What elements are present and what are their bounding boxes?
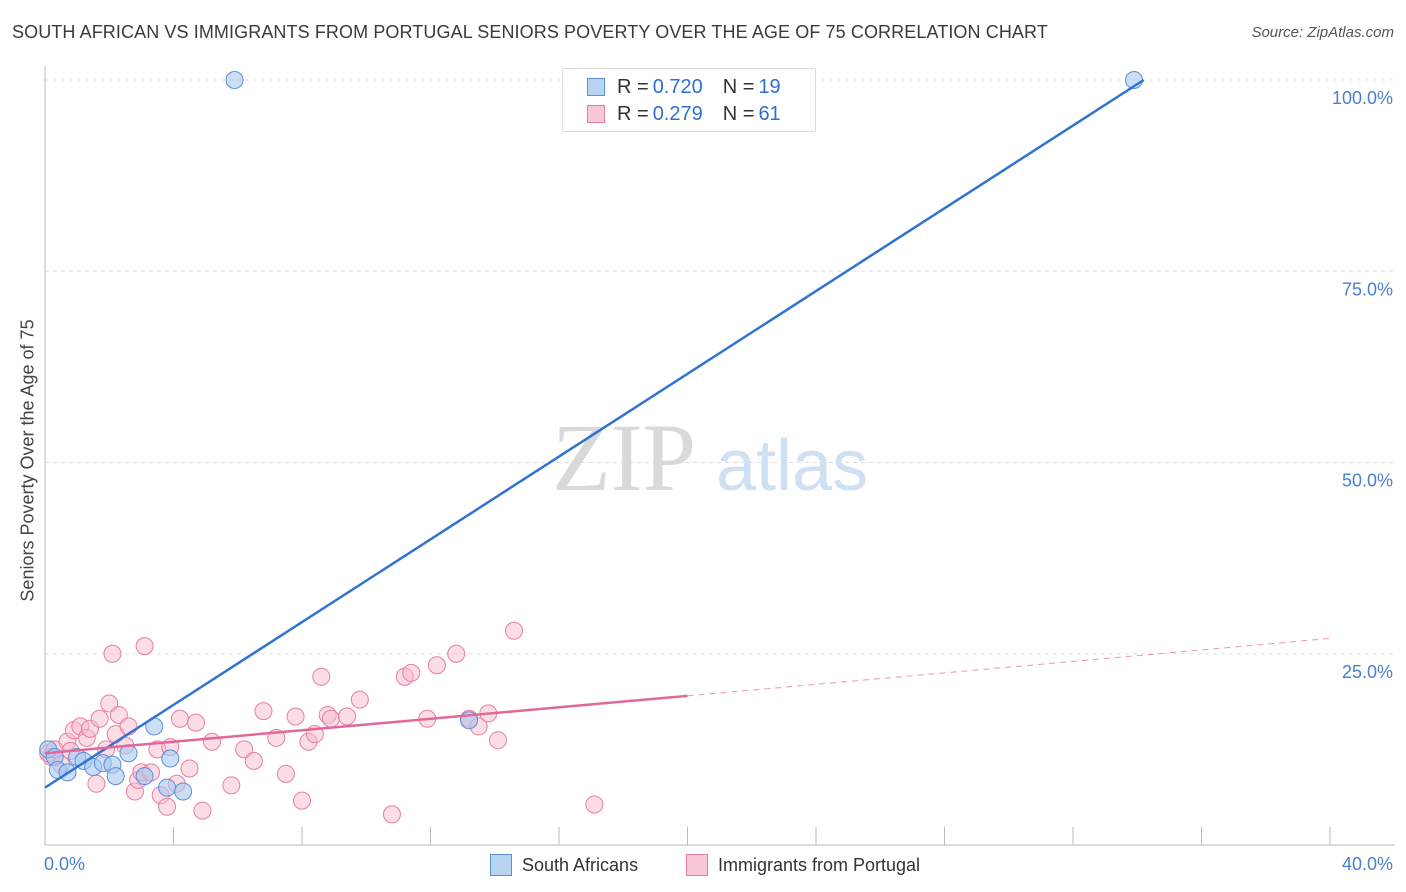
data-point-portugal xyxy=(321,709,340,728)
trend-lines xyxy=(44,78,1331,789)
data-point-south-african xyxy=(161,749,180,768)
data-point-portugal xyxy=(488,731,507,750)
data-point-portugal xyxy=(109,705,128,724)
trend-line-south-africans xyxy=(44,78,1145,789)
watermark-zip: ZIP xyxy=(552,404,696,511)
data-point-portugal xyxy=(505,621,524,640)
data-point-portugal xyxy=(87,774,106,793)
bottom-legend-label: South Africans xyxy=(522,854,639,875)
data-point-portugal xyxy=(90,709,109,728)
data-point-south-african xyxy=(174,782,193,801)
data-point-portugal xyxy=(254,702,273,721)
data-point-south-african xyxy=(158,778,177,797)
y-tick-label: 100.0% xyxy=(1332,88,1393,108)
bottom-legend-swatch-pink xyxy=(686,854,708,876)
data-point-portugal xyxy=(222,776,241,795)
data-point-south-african xyxy=(225,71,244,89)
gridlines xyxy=(45,79,1395,655)
y-axis-label: Seniors Poverty Over the Age of 75 xyxy=(17,319,38,602)
legend-n-value: 61 xyxy=(758,102,781,125)
legend-r-value: 0.279 xyxy=(652,102,703,125)
data-point-portugal xyxy=(193,801,212,820)
data-point-portugal xyxy=(170,709,189,728)
trend-line-portugal-extension xyxy=(687,637,1331,697)
y-axis-label-wrap: Seniors Poverty Over the Age of 75 xyxy=(16,300,40,620)
legend-n-label: N = xyxy=(722,102,755,125)
legend-row-south-africans: R = 0.720 N = 19 xyxy=(587,74,781,100)
data-point-portugal xyxy=(293,791,311,810)
x-tick-label-max: 40.0% xyxy=(1342,854,1393,874)
immigrants-from-portugal-points xyxy=(39,621,604,824)
legend-row-portugal: R = 0.279 N = 61 xyxy=(587,101,781,127)
watermark: ZIP atlas xyxy=(552,404,868,511)
data-point-portugal xyxy=(235,740,254,759)
data-point-portugal xyxy=(186,713,205,732)
data-point-portugal xyxy=(585,795,604,814)
data-point-portugal xyxy=(337,707,356,726)
data-point-portugal xyxy=(402,663,421,682)
trend-line-portugal xyxy=(44,694,688,755)
x-tick-label-min: 0.0% xyxy=(44,854,85,874)
legend-swatch-pink xyxy=(587,105,605,123)
y-tick-label: 50.0% xyxy=(1342,471,1393,491)
data-point-portugal xyxy=(158,797,177,816)
data-point-portugal xyxy=(447,644,466,663)
data-point-portugal xyxy=(180,759,199,778)
legend-r-label: R = xyxy=(617,102,649,125)
correlation-legend: R = 0.720 N = 19 R = 0.279 N = 61 xyxy=(562,68,816,132)
data-point-portugal xyxy=(103,644,122,663)
data-point-south-african xyxy=(135,767,154,786)
data-point-portugal xyxy=(276,764,295,783)
data-point-portugal xyxy=(100,694,119,713)
y-tick-label: 25.0% xyxy=(1342,662,1393,682)
axes xyxy=(44,66,1395,846)
bottom-legend-portugal: Immigrants from Portugal xyxy=(686,852,920,878)
data-point-portugal xyxy=(312,667,331,686)
data-point-portugal xyxy=(244,751,263,770)
data-point-south-african xyxy=(106,767,125,786)
data-point-portugal xyxy=(286,707,305,726)
south-africans-points xyxy=(39,71,1144,801)
watermark-atlas: atlas xyxy=(716,426,868,506)
data-point-portugal xyxy=(203,732,222,751)
y-tick-label: 75.0% xyxy=(1342,279,1393,299)
legend-n-value: 19 xyxy=(758,75,781,98)
legend-n-label: N = xyxy=(722,75,755,98)
legend-r-value: 0.720 xyxy=(652,75,703,98)
legend-swatch-blue xyxy=(587,78,605,96)
tick-labels: 100.0% 75.0% 50.0% 25.0% 0.0% 40.0% xyxy=(44,88,1393,874)
chart-title: SOUTH AFRICAN VS IMMIGRANTS FROM PORTUGA… xyxy=(12,22,1048,42)
bottom-legend-label: Immigrants from Portugal xyxy=(718,854,921,875)
bottom-legend-swatch-blue xyxy=(490,854,512,876)
data-point-portugal xyxy=(135,637,154,656)
legend-r-label: R = xyxy=(617,75,649,98)
data-point-portugal xyxy=(427,656,446,675)
bottom-legend-south-africans: South Africans xyxy=(490,852,638,878)
data-point-portugal xyxy=(350,690,369,709)
data-point-portugal xyxy=(382,805,401,824)
source-credit: Source: ZipAtlas.com xyxy=(1251,24,1394,41)
